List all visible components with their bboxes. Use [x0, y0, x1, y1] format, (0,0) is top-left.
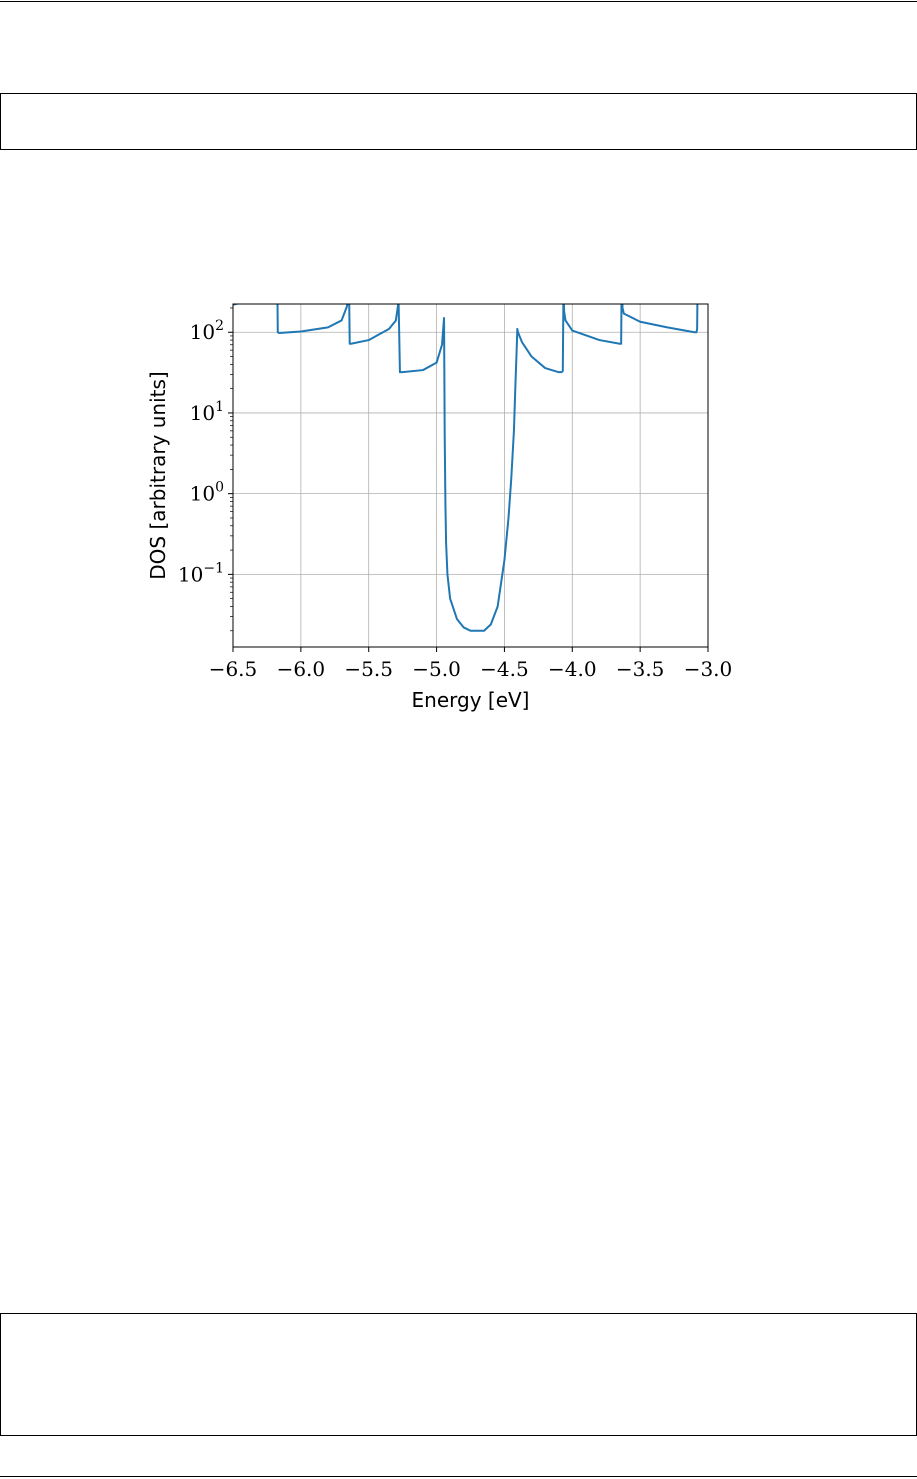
top-code-box [0, 93, 917, 150]
x-tick-label: −4.5 [480, 657, 529, 681]
x-tick-label: −3.0 [684, 657, 733, 681]
y-tick-label: 100 [190, 480, 224, 506]
x-tick-label: −6.0 [277, 657, 326, 681]
bottom-code-box [0, 1313, 917, 1436]
x-tick-label: −5.0 [412, 657, 461, 681]
plot-frame [232, 303, 709, 648]
y-axis-title: DOS [arbitrary units] [146, 371, 170, 579]
chart-figure: −6.5 −6.0 −5.5 −5.0 −4.5 −4.0 −3.5 −3.0 10−1 100 1… [0, 280, 917, 720]
dos-chart: −6.5 −6.0 −5.5 −5.0 −4.5 −4.0 −3.5 −3.0 10−1 100 1… [146, 303, 733, 712]
x-tick-label: −4.0 [548, 657, 597, 681]
y-tick-label: 102 [190, 318, 224, 344]
series-layer [233, 304, 699, 632]
y-tick-label: 10−1 [178, 560, 224, 586]
x-axis-title: Energy [eV] [412, 688, 530, 712]
y-tick-label: 101 [190, 399, 224, 425]
ticks: −6.5 −6.0 −5.5 −5.0 −4.5 −4.0 −3.5 −3.0 10−1 100 1… [178, 307, 733, 681]
page-bottom-rule [0, 1476, 917, 1477]
x-tick-label: −6.5 [209, 657, 258, 681]
x-tick-label: −3.5 [616, 657, 665, 681]
dos-series-line [233, 304, 699, 632]
page-top-rule [0, 1, 917, 2]
grid-lines [232, 304, 709, 647]
x-tick-label: −5.5 [344, 657, 393, 681]
